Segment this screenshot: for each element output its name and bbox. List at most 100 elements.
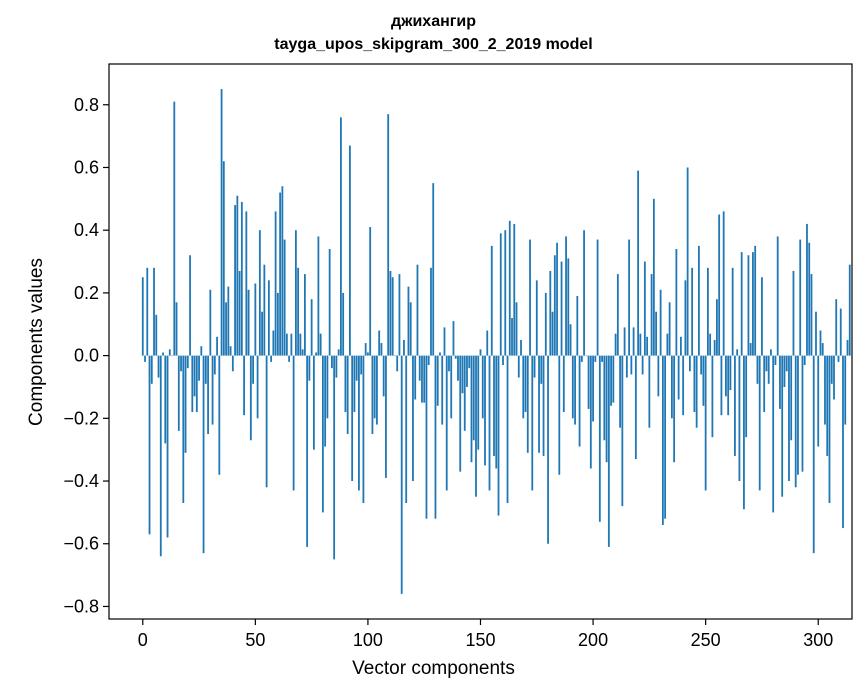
bar (247, 289, 250, 356)
bar (774, 355, 777, 366)
chart-title: джихангир (390, 13, 477, 30)
bar (222, 161, 225, 356)
bar (337, 349, 340, 356)
bar (353, 355, 356, 413)
bar (308, 355, 311, 381)
bar (331, 355, 333, 369)
x-tick-label: 200 (578, 630, 608, 650)
bar (806, 223, 808, 356)
bar (725, 355, 727, 397)
bar (747, 255, 750, 356)
bar (571, 355, 574, 419)
bar (803, 355, 806, 366)
bar (790, 355, 793, 441)
bar (412, 355, 414, 482)
bar (770, 349, 772, 356)
bar (497, 355, 500, 516)
bar (479, 349, 482, 356)
bar (344, 355, 347, 413)
bar (738, 355, 741, 482)
bar (157, 355, 160, 378)
bar (283, 239, 286, 356)
bar (846, 339, 849, 356)
bar (808, 242, 811, 356)
bar (425, 355, 428, 519)
bar (812, 355, 815, 554)
bar (418, 355, 421, 381)
bar (184, 355, 187, 453)
y-tick-label: −0.2 (63, 408, 99, 428)
bar (180, 355, 182, 372)
bar (362, 355, 365, 503)
bar (792, 270, 795, 356)
bar (756, 355, 759, 384)
bar (515, 302, 518, 356)
bar (376, 355, 378, 425)
bar (445, 355, 448, 491)
bar (594, 355, 597, 362)
bar (734, 355, 736, 456)
bar (754, 245, 757, 356)
bar (713, 339, 716, 356)
bar (236, 195, 239, 356)
bar (317, 236, 320, 356)
bar (204, 355, 207, 384)
bar (763, 355, 766, 413)
bar (385, 355, 387, 478)
bar (335, 355, 338, 378)
bar (643, 261, 646, 356)
bar (177, 355, 180, 431)
bar (506, 355, 509, 503)
bar (589, 355, 592, 469)
bar (155, 314, 158, 356)
bar (502, 355, 504, 366)
bar (549, 270, 552, 356)
bar (529, 239, 531, 356)
bar (630, 355, 633, 375)
bar (182, 355, 185, 503)
bar (394, 355, 396, 357)
bar (333, 355, 336, 560)
bar (371, 355, 374, 434)
bar (441, 355, 444, 425)
bar (153, 267, 155, 356)
bar (355, 355, 358, 381)
bar (736, 349, 739, 356)
bar (148, 355, 151, 535)
bar (405, 355, 408, 503)
bar (173, 101, 176, 356)
bar (211, 355, 214, 425)
bar (592, 355, 594, 422)
bar (835, 299, 838, 356)
bar (585, 355, 588, 357)
bar (421, 355, 423, 403)
bar (475, 355, 477, 497)
bar (716, 299, 718, 356)
x-axis-label: Vector components (352, 658, 515, 679)
y-tick-label: 0.4 (74, 220, 99, 240)
bar (463, 355, 466, 431)
bar (481, 355, 484, 419)
bar (567, 258, 570, 356)
bar (202, 355, 205, 554)
bar (493, 355, 495, 456)
bar (657, 355, 660, 397)
bar (533, 355, 536, 378)
bar (562, 355, 565, 413)
bar (389, 270, 392, 356)
bar (749, 343, 752, 356)
bar (373, 355, 376, 419)
x-axis-ticks: 0 50 100 150 200 250 300 (138, 619, 833, 650)
x-tick-label: 150 (465, 630, 495, 650)
bar (427, 355, 430, 366)
bar (668, 302, 671, 356)
bar (299, 333, 302, 356)
y-tick-label: 0.8 (74, 95, 99, 115)
bar (391, 277, 394, 356)
bar (310, 299, 313, 356)
bar (677, 355, 680, 400)
bar (218, 355, 221, 475)
bar (450, 355, 453, 419)
bar (472, 355, 475, 441)
bar (351, 355, 354, 482)
